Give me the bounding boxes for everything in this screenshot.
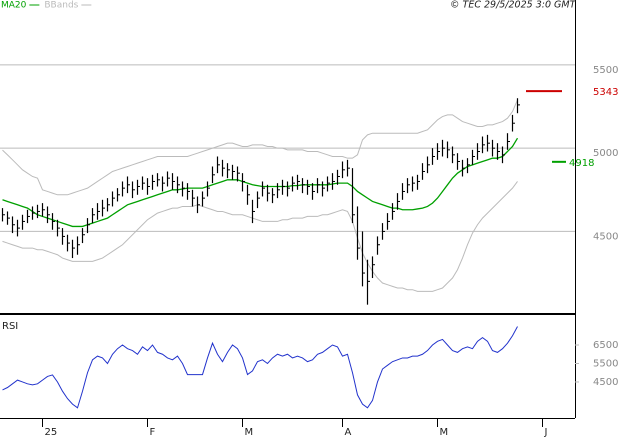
- bband-lower: [2, 181, 518, 292]
- rsi-title: RSI: [2, 321, 18, 332]
- credit: © TEC 29/5/2025 3:0 GMT: [450, 0, 577, 11]
- legend-label: BBands: [44, 1, 78, 11]
- price-marker-label: 5343: [593, 87, 618, 98]
- y-tick-label: 4500: [593, 231, 618, 242]
- bband-upper: [2, 99, 518, 196]
- y-tick-label: 5000: [593, 148, 618, 159]
- price-marker-label: 4918: [569, 158, 594, 169]
- y-tick-label: 4500: [593, 377, 618, 388]
- y-tick-label: 5500: [593, 65, 618, 76]
- legend-label: MA20: [1, 1, 27, 11]
- x-tick-label: 25: [45, 427, 58, 438]
- x-tick-label: A: [345, 427, 352, 438]
- x-tick-label: M: [245, 427, 254, 438]
- x-tick-label: M: [440, 427, 449, 438]
- y-tick-label: 5500: [593, 358, 618, 369]
- y-tick-label: 6500: [593, 340, 618, 351]
- rsi-line: [2, 326, 518, 409]
- x-tick-label: J: [544, 427, 548, 438]
- x-tick-label: F: [150, 427, 156, 438]
